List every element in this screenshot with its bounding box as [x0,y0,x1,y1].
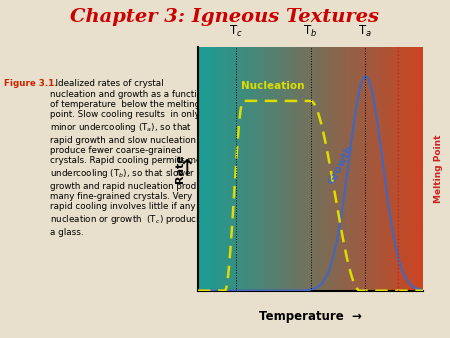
Text: Chapter 3: Igneous Textures: Chapter 3: Igneous Textures [71,8,379,26]
Text: T$_c$: T$_c$ [230,24,243,39]
Text: T$_a$: T$_a$ [358,24,371,39]
Text: Idealized rates of crystal
nucleation and growth as a function
of temperature  b: Idealized rates of crystal nucleation an… [50,79,212,237]
Text: Nucleation: Nucleation [240,81,304,91]
Text: ↑: ↑ [177,159,196,179]
Text: Figure 3.1.: Figure 3.1. [4,79,58,88]
Text: Growth: Growth [326,143,356,186]
Text: Rate: Rate [175,154,185,184]
Text: Melting Point: Melting Point [434,135,443,203]
Text: T$_b$: T$_b$ [303,24,318,39]
Text: Temperature  →: Temperature → [259,310,362,323]
